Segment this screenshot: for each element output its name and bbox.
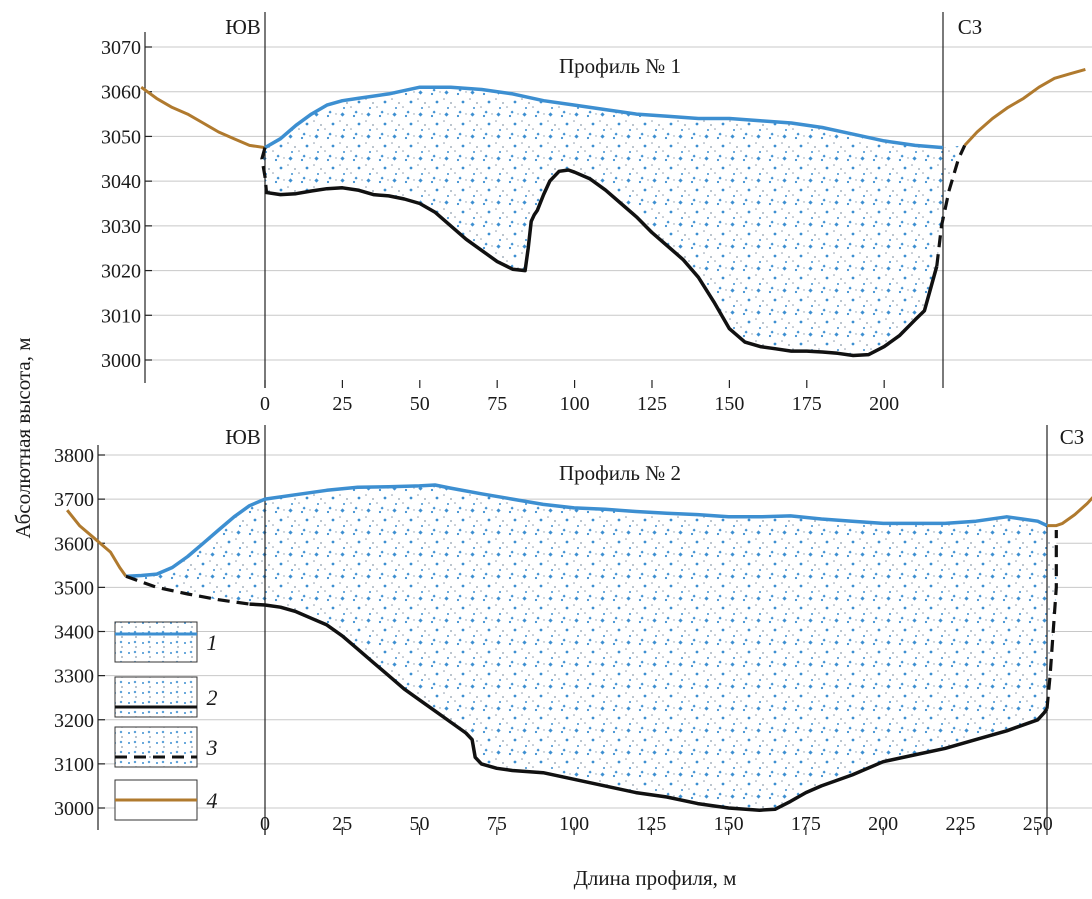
y-tick-label: 3200 <box>54 710 94 732</box>
x-tick-label: 175 <box>792 393 822 415</box>
legend-box <box>114 726 198 768</box>
direction-label-right: СЗ <box>1060 425 1085 449</box>
y-axis-title: Абсолютная высота, м <box>11 338 35 539</box>
glacier-bed-dashed-line <box>260 147 269 193</box>
x-tick-label: 25 <box>332 813 352 835</box>
x-tick-label: 200 <box>868 813 898 835</box>
glacier-body-area <box>125 485 1057 811</box>
x-tick-label: 250 <box>1023 813 1053 835</box>
valley-slope-line <box>66 509 128 578</box>
direction-label-left: ЮВ <box>225 425 261 449</box>
glacier-bed-dashed-line <box>125 574 250 606</box>
x-tick-label: 125 <box>637 393 667 415</box>
y-tick-label: 3000 <box>54 798 94 820</box>
legend-box <box>114 621 198 663</box>
y-tick-label: 3600 <box>54 533 94 555</box>
y-tick-label: 3020 <box>101 261 141 283</box>
legend: 1 2 3 4 <box>114 621 218 821</box>
valley-slope-line <box>140 85 266 150</box>
glacier-bed-solid-line <box>264 168 939 358</box>
x-tick-label: 150 <box>714 393 744 415</box>
x-axis-title: Длина профиля, м <box>574 866 737 890</box>
x-tick-label: 75 <box>487 813 507 835</box>
x-tick-label: 125 <box>636 813 666 835</box>
glacier-surface-line <box>264 85 944 150</box>
direction-label-left: ЮВ <box>225 15 261 39</box>
profile-title: Профиль № 1 <box>559 54 681 78</box>
glacier-bed-solid-line <box>249 602 1049 812</box>
glacier-surface-line <box>125 483 1048 579</box>
x-tick-label: 0 <box>260 393 270 415</box>
y-tick-label: 3100 <box>54 754 94 776</box>
legend-number: 1 <box>207 630 218 655</box>
valley-slope-line <box>963 67 1086 147</box>
y-tick-label: 3070 <box>101 37 141 59</box>
x-tick-label: 50 <box>410 393 430 415</box>
y-tick-label: 3060 <box>101 82 141 104</box>
y-tick-label: 3050 <box>101 126 141 148</box>
x-tick-label: 100 <box>559 813 589 835</box>
y-tick-label: 3500 <box>54 577 94 599</box>
x-tick-label: 175 <box>791 813 821 835</box>
profile-title: Профиль № 2 <box>559 461 681 485</box>
y-tick-label: 3030 <box>101 216 141 238</box>
y-tick-label: 3000 <box>101 350 141 372</box>
y-tick-label: 3400 <box>54 622 94 644</box>
x-tick-label: 200 <box>869 393 899 415</box>
x-tick-label: 150 <box>714 813 744 835</box>
y-tick-label: 3800 <box>54 445 94 467</box>
legend-box <box>114 676 198 718</box>
x-tick-label: 0 <box>260 813 270 835</box>
glacier-bed-dashed-line <box>1045 530 1058 709</box>
y-tick-label: 3040 <box>101 171 141 193</box>
x-tick-label: 225 <box>945 813 975 835</box>
y-tick-label: 3300 <box>54 666 94 688</box>
x-tick-label: 100 <box>560 393 590 415</box>
legend-number: 4 <box>207 788 218 813</box>
valley-slope-line <box>1047 496 1092 528</box>
x-tick-label: 25 <box>332 393 352 415</box>
legend-number: 3 <box>206 735 218 760</box>
y-tick-label: 3010 <box>101 305 141 327</box>
glacier-bed-dashed-line <box>935 144 967 267</box>
legend-number: 2 <box>207 685 218 710</box>
x-tick-label: 75 <box>487 393 507 415</box>
profile-1-panel: 3000 3010 3020 3030 3040 3050 3060 3070 0 25 50 75 1… <box>101 12 1092 415</box>
y-tick-label: 3700 <box>54 489 94 511</box>
direction-label-right: СЗ <box>958 15 983 39</box>
glacier-body-area <box>261 87 965 356</box>
x-tick-label: 50 <box>410 813 430 835</box>
